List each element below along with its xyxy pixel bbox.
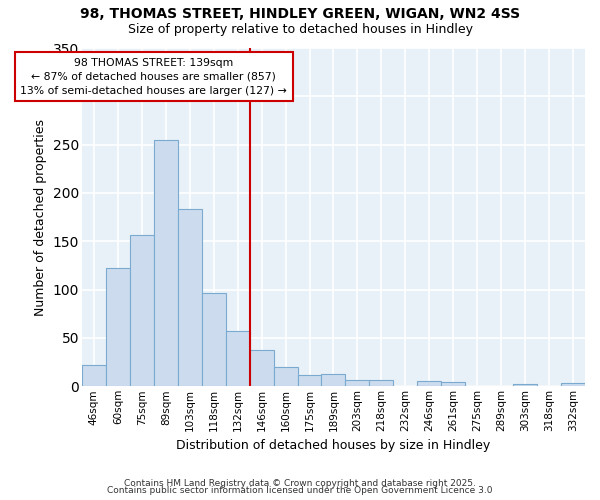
Bar <box>82 365 106 386</box>
Bar <box>178 210 202 386</box>
Text: Contains HM Land Registry data © Crown copyright and database right 2025.: Contains HM Land Registry data © Crown c… <box>124 478 476 488</box>
Y-axis label: Number of detached properties: Number of detached properties <box>34 118 47 316</box>
Bar <box>298 374 322 386</box>
Bar <box>226 331 250 386</box>
Text: 98, THOMAS STREET, HINDLEY GREEN, WIGAN, WN2 4SS: 98, THOMAS STREET, HINDLEY GREEN, WIGAN,… <box>80 8 520 22</box>
Bar <box>322 374 346 386</box>
Text: 98 THOMAS STREET: 139sqm
← 87% of detached houses are smaller (857)
13% of semi-: 98 THOMAS STREET: 139sqm ← 87% of detach… <box>20 58 287 96</box>
X-axis label: Distribution of detached houses by size in Hindley: Distribution of detached houses by size … <box>176 440 491 452</box>
Bar <box>561 384 585 386</box>
Bar <box>130 234 154 386</box>
Bar <box>513 384 537 386</box>
Bar <box>418 382 441 386</box>
Bar <box>154 140 178 386</box>
Text: Contains public sector information licensed under the Open Government Licence 3.: Contains public sector information licen… <box>107 486 493 495</box>
Text: Size of property relative to detached houses in Hindley: Size of property relative to detached ho… <box>128 22 473 36</box>
Bar <box>106 268 130 386</box>
Bar <box>250 350 274 387</box>
Bar <box>202 292 226 386</box>
Bar <box>346 380 370 386</box>
Bar <box>441 382 465 386</box>
Bar <box>370 380 394 386</box>
Bar <box>274 367 298 386</box>
